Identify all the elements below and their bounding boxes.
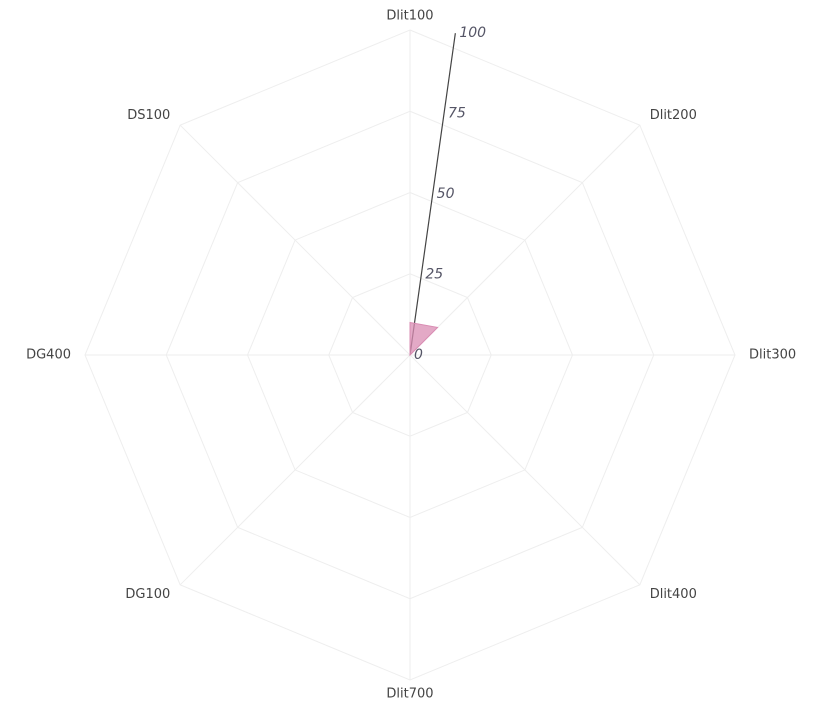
y-tick-label: 50: [437, 186, 455, 202]
radial-axis: [409, 33, 456, 356]
axis-label: Dlit700: [386, 687, 433, 702]
spoke: [409, 124, 641, 356]
axis-label: Dlit200: [650, 108, 697, 123]
series-area: [409, 321, 439, 357]
spoke: [179, 124, 411, 356]
y-tick-label: 25: [425, 267, 443, 283]
axis-label: DG400: [26, 348, 71, 363]
axis-label: Dlit100: [386, 9, 433, 24]
y-tick-label: 0: [414, 347, 423, 363]
axis-label: Dlit300: [749, 348, 796, 363]
spoke: [179, 354, 411, 586]
y-tick-label: 75: [448, 106, 466, 122]
axis-label: DS100: [127, 108, 170, 123]
y-tick-label: 100: [459, 25, 486, 41]
axis-label: Dlit400: [650, 587, 697, 602]
spoke: [409, 354, 641, 586]
axis-label: DG100: [125, 587, 170, 602]
